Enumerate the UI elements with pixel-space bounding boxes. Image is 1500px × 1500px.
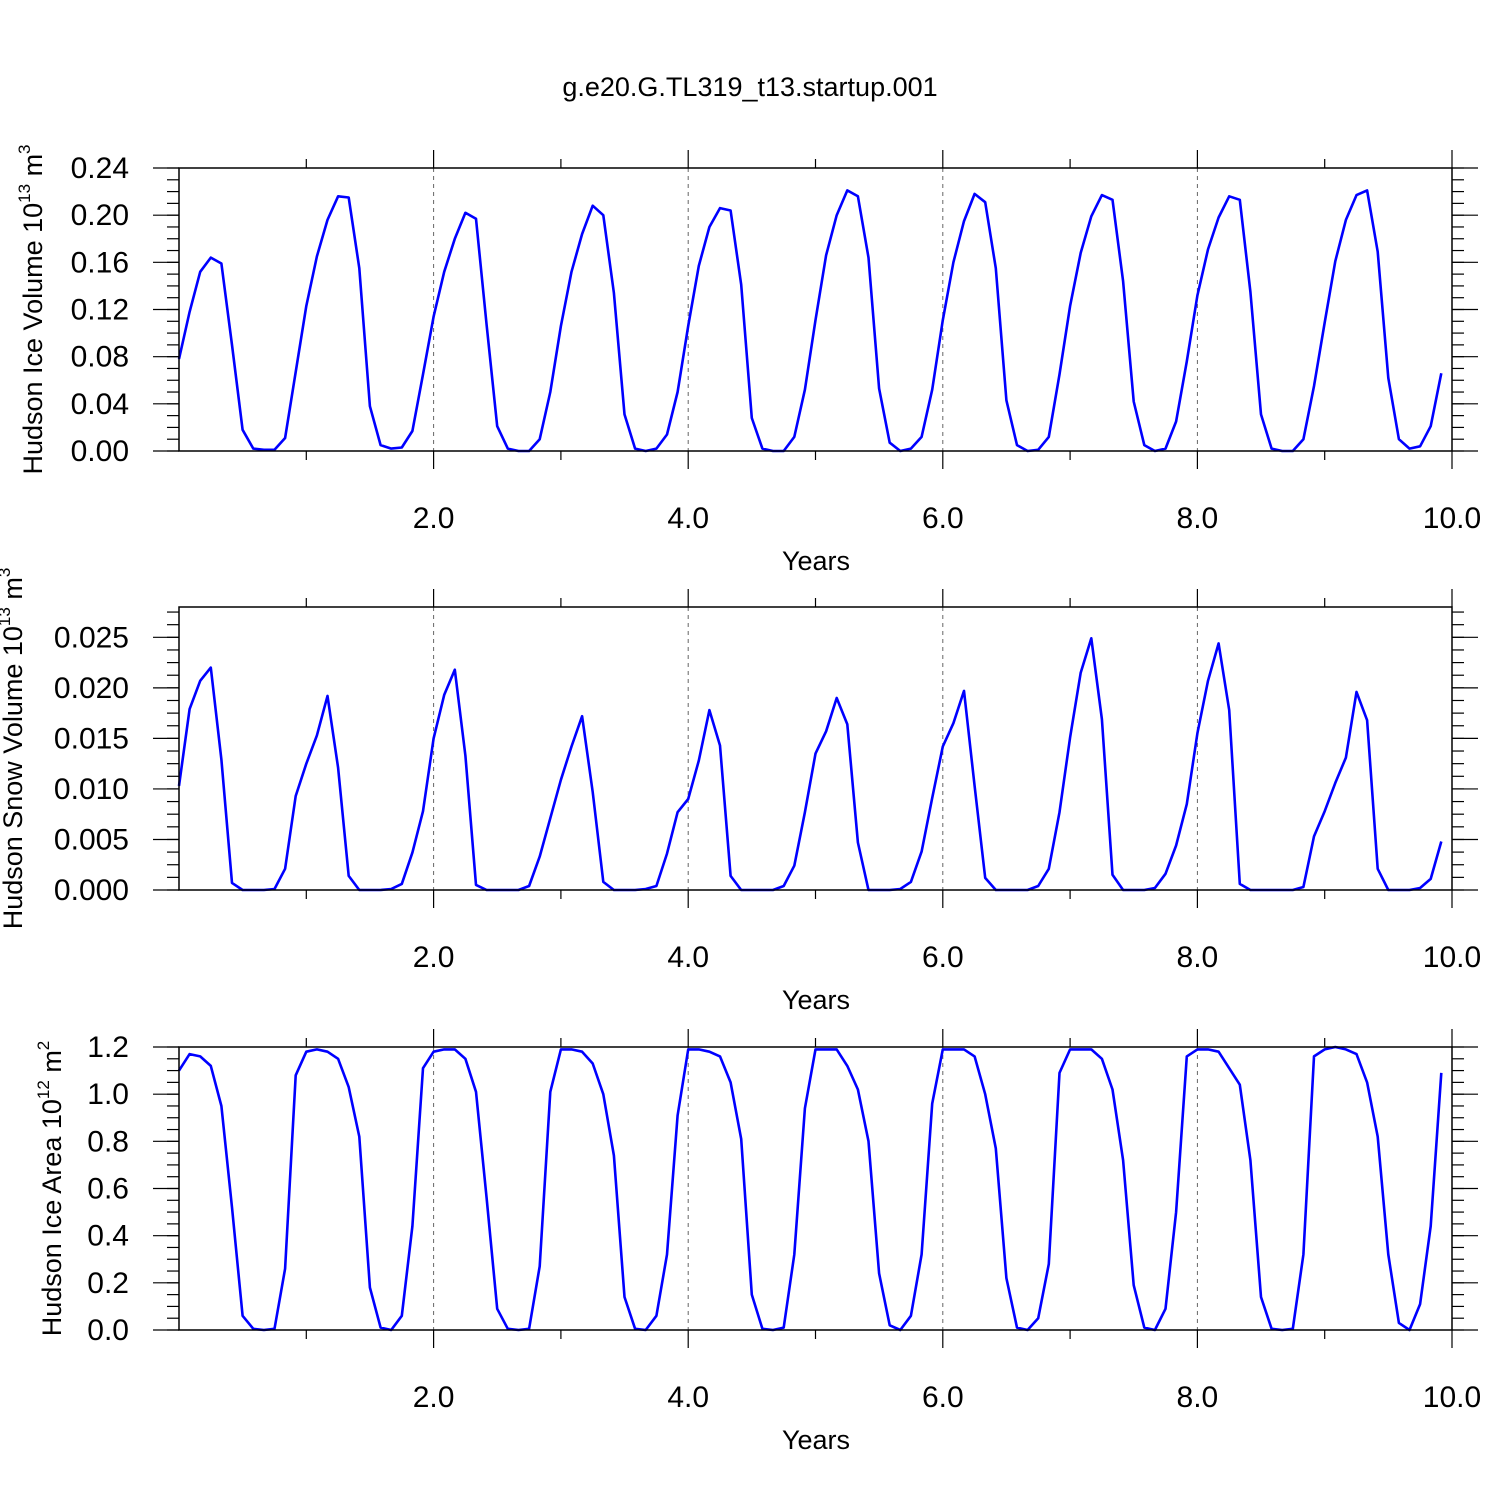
y-axis-label-unit: m [18, 154, 48, 184]
x-tick-labels: 2.0 4.0 6.0 8.0 10.0 [413, 502, 1481, 535]
y-tick-label: 1.0 [87, 1078, 129, 1111]
y-tick-label: 0.015 [54, 722, 129, 755]
x-tick-label: 2.0 [413, 502, 455, 535]
x-tick-label: 10.0 [1423, 1381, 1481, 1414]
x-tick-label: 2.0 [413, 941, 455, 974]
y-axis-label: Hudson Ice Area 1012 m2 [34, 1041, 67, 1337]
y-tick-labels: 0.000 0.005 0.010 0.015 0.020 0.025 [54, 621, 129, 907]
y-tick-label: 0.20 [71, 199, 129, 232]
axis-ticks [153, 1029, 1478, 1348]
x-axis-label: Years [782, 546, 850, 576]
y-tick-label: 0.020 [54, 672, 129, 705]
x-tick-label: 2.0 [413, 1381, 455, 1414]
y-axis-label-exp: 13 [0, 607, 14, 626]
y-tick-label: 0.4 [87, 1220, 129, 1253]
x-tick-label: 8.0 [1177, 1381, 1219, 1414]
y-tick-label: 0.08 [71, 341, 129, 374]
panel-ice-area: 0.0 0.2 0.4 0.6 0.8 1.0 1.2 2.0 4.0 6.0 8.0 10.0 Y… [34, 1029, 1481, 1455]
y-axis-label-unit-exp: 2 [34, 1041, 53, 1050]
y-tick-label: 1.2 [87, 1031, 129, 1064]
y-tick-label: 0.24 [71, 152, 129, 185]
panel-snow-volume: 0.000 0.005 0.010 0.015 0.020 0.025 2.0 4.0 6.0… [0, 568, 1481, 1015]
y-tick-label: 0.2 [87, 1267, 129, 1300]
x-tick-label: 4.0 [667, 502, 709, 535]
x-tick-label: 6.0 [922, 1381, 964, 1414]
x-tick-label: 4.0 [667, 1381, 709, 1414]
y-axis-label-main: Hudson Snow Volume 10 [0, 626, 28, 929]
y-tick-label: 0.0 [87, 1314, 129, 1347]
x-tick-label: 10.0 [1423, 502, 1481, 535]
panel-ice-volume: 0.00 0.04 0.08 0.12 0.16 0.20 0.24 2.0 4.0 6.0 8.… [15, 144, 1481, 576]
axis-ticks [153, 150, 1478, 469]
x-tick-label: 4.0 [667, 941, 709, 974]
y-tick-label: 0.12 [71, 294, 129, 327]
x-tick-label: 10.0 [1423, 941, 1481, 974]
y-axis-label: Hudson Snow Volume 1013 m3 [0, 568, 28, 930]
y-axis-label-unit-exp: 3 [0, 568, 14, 577]
y-tick-labels: 0.0 0.2 0.4 0.6 0.8 1.0 1.2 [87, 1031, 129, 1347]
y-tick-label: 0.6 [87, 1173, 129, 1206]
x-tick-label: 8.0 [1177, 941, 1219, 974]
y-tick-label: 0.005 [54, 823, 129, 856]
vertical-grid [433, 607, 1198, 890]
y-axis-label-exp: 13 [15, 184, 34, 203]
x-axis-label: Years [782, 1425, 850, 1455]
y-axis-label-unit: m [0, 577, 28, 607]
y-axis-label-unit: m [37, 1050, 67, 1080]
y-axis-label-unit-exp: 3 [15, 144, 34, 153]
y-tick-label: 0.025 [54, 621, 129, 654]
series-line [177, 1045, 1443, 1332]
vertical-grid [433, 168, 1198, 451]
vertical-grid [433, 1047, 1198, 1330]
axis-ticks [153, 589, 1478, 908]
y-tick-label: 0.04 [71, 388, 129, 421]
x-tick-labels: 2.0 4.0 6.0 8.0 10.0 [413, 1381, 1481, 1414]
x-tick-label: 6.0 [922, 502, 964, 535]
series-line [177, 189, 1443, 453]
figure-title: g.e20.G.TL319_t13.startup.001 [562, 72, 937, 102]
y-tick-label: 0.00 [71, 435, 129, 468]
y-axis-label-exp: 12 [34, 1080, 53, 1099]
y-tick-label: 0.16 [71, 246, 129, 279]
y-tick-label: 0.8 [87, 1125, 129, 1158]
series-line [177, 636, 1443, 892]
x-axis-label: Years [782, 985, 850, 1015]
y-tick-labels: 0.00 0.04 0.08 0.12 0.16 0.20 0.24 [71, 152, 129, 468]
plot-frame [178, 606, 1453, 891]
y-tick-label: 0.010 [54, 773, 129, 806]
y-axis-label: Hudson Ice Volume 1013 m3 [15, 144, 48, 474]
x-tick-label: 6.0 [922, 941, 964, 974]
x-tick-label: 8.0 [1177, 502, 1219, 535]
y-tick-label: 0.000 [54, 874, 129, 907]
y-axis-label-main: Hudson Ice Area 10 [37, 1099, 67, 1336]
x-tick-labels: 2.0 4.0 6.0 8.0 10.0 [413, 941, 1481, 974]
y-axis-label-main: Hudson Ice Volume 10 [18, 203, 48, 475]
